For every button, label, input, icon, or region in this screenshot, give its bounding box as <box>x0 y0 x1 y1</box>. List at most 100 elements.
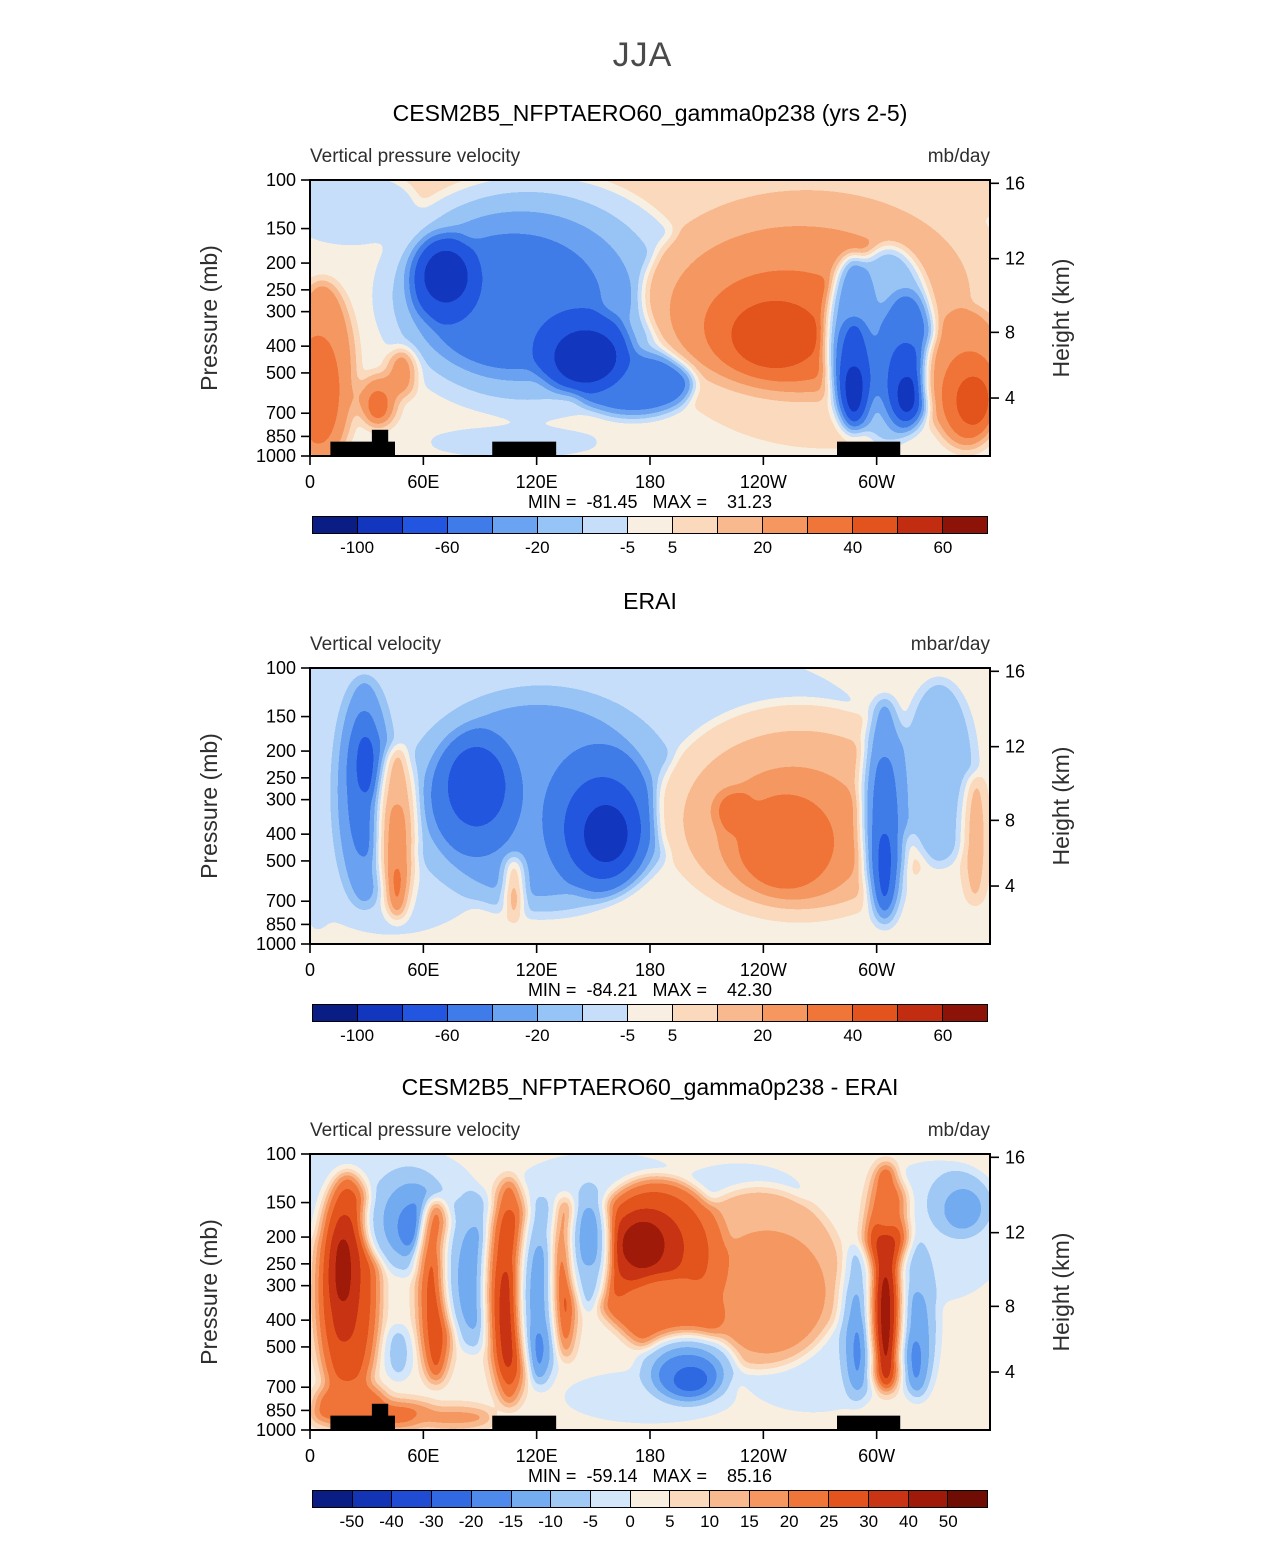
colorbar-segment <box>313 1005 358 1021</box>
panel-title: CESM2B5_NFPTAERO60_gamma0p238 (yrs 2-5) <box>392 100 908 126</box>
subtitle-row: Vertical velocity mbar/day <box>310 634 990 656</box>
longitude-tick-label: 120W <box>740 960 787 980</box>
pressure-tick-label: 250 <box>266 768 296 788</box>
pressure-axis-title: Pressure (mb) <box>196 733 222 879</box>
colorbar-label: 10 <box>700 1512 720 1531</box>
colorbar-label: -20 <box>525 1026 550 1045</box>
colorbar-segment <box>853 1005 898 1021</box>
longitude-tick-label: 120E <box>516 960 558 980</box>
longitude-tick-label: 60E <box>407 960 439 980</box>
colorbar-segment <box>493 1005 538 1021</box>
colorbar-segment <box>628 1005 673 1021</box>
colorbar-segment <box>943 1005 987 1021</box>
colorbar-label: -10 <box>538 1512 563 1531</box>
colorbar-label: -100 <box>340 1026 375 1045</box>
pressure-tick-label: 300 <box>266 790 296 810</box>
colorbar-segment <box>908 1491 949 1507</box>
colorbar-label: 15 <box>739 1512 759 1531</box>
pressure-tick-label: 150 <box>266 1193 296 1213</box>
longitude-tick-label: 120W <box>740 1446 787 1466</box>
colorbar-label: 50 <box>938 1512 958 1531</box>
colorbar-label: -20 <box>525 538 550 557</box>
height-tick-label: 4 <box>1005 1362 1015 1382</box>
longitude-tick-label: 60E <box>407 472 439 492</box>
colorbar-segment <box>670 1491 711 1507</box>
pressure-tick-label: 850 <box>266 1400 296 1420</box>
height-tick-label: 8 <box>1005 322 1015 342</box>
colorbar-segment <box>493 517 538 533</box>
colorbar-segment <box>471 1491 512 1507</box>
colorbar: -100 -60 -20 -5 5 20 40 60 <box>312 1004 988 1050</box>
pressure-tick-label: 500 <box>266 1337 296 1357</box>
min-max-stats: MIN = -84.21 MAX = 42.30 <box>527 980 773 1000</box>
height-tick-label: 12 <box>1005 249 1025 269</box>
colorbar-segment <box>538 517 583 533</box>
colorbar-label: -30 <box>419 1512 444 1531</box>
colorbar-segment <box>718 1005 763 1021</box>
colorbar-segment <box>352 1491 393 1507</box>
colorbar-segment <box>313 1491 353 1507</box>
colorbar-segment <box>710 1491 750 1507</box>
colorbar-segment <box>358 1005 403 1021</box>
pressure-tick-label: 500 <box>266 851 296 871</box>
colorbar-bar <box>312 1490 988 1508</box>
contour-field <box>310 180 990 456</box>
field-variable-label: Vertical velocity <box>310 634 441 655</box>
colorbar-segment <box>943 517 987 533</box>
pressure-tick-label: 400 <box>266 1310 296 1330</box>
pressure-tick-label: 250 <box>266 1254 296 1274</box>
height-tick-label: 16 <box>1005 661 1025 681</box>
longitude-tick-label: 0 <box>305 960 315 980</box>
units-label: mb/day <box>927 146 990 167</box>
figure-title: JJA <box>612 36 673 74</box>
colorbar-segment <box>673 1005 718 1021</box>
pressure-tick-label: 700 <box>266 891 296 911</box>
field-variable-label: Vertical pressure velocity <box>310 146 521 167</box>
pressure-tick-label: 150 <box>266 219 296 239</box>
topography-bar <box>492 441 557 456</box>
longitude-tick-label: 180 <box>635 960 665 980</box>
colorbar-label: -20 <box>458 1512 484 1531</box>
pressure-tick-label: 200 <box>266 253 296 273</box>
colorbar-segment <box>551 1491 591 1507</box>
panel-difference: CESM2B5_NFPTAERO60_gamma0p238 - ERAI Ver… <box>0 1074 1285 1544</box>
height-tick-label: 16 <box>1005 173 1025 193</box>
colorbar-segment <box>511 1491 552 1507</box>
colorbar-label: 20 <box>753 1026 773 1045</box>
colorbar-label: 40 <box>843 538 863 557</box>
pressure-tick-label: 700 <box>266 403 296 423</box>
topography-bar <box>837 441 901 456</box>
colorbar: -50 -40 -30 -20 -15 -10 -5 0 5 10 15 20 25 30 40 50 <box>312 1490 988 1536</box>
colorbar-label: -60 <box>434 1026 460 1045</box>
colorbar-segment <box>808 1005 853 1021</box>
colorbar-label: 0 <box>625 1512 635 1531</box>
colorbar-segment <box>853 517 898 533</box>
longitude-tick-label: 60E <box>407 1446 439 1466</box>
longitude-tick-label: 120E <box>516 1446 558 1466</box>
colorbar-segment <box>763 1005 808 1021</box>
pressure-tick-label: 100 <box>266 170 296 190</box>
colorbar-label: -40 <box>379 1512 404 1531</box>
longitude-tick-label: 120E <box>516 472 558 492</box>
pressure-tick-label: 250 <box>266 280 296 300</box>
pressure-tick-label: 850 <box>266 426 296 446</box>
colorbar-label: -5 <box>619 538 636 557</box>
colorbar-segment <box>749 1491 790 1507</box>
colorbar-label: -5 <box>582 1512 598 1531</box>
colorbar-segment <box>718 517 763 533</box>
longitude-tick-label: 60W <box>858 1446 895 1466</box>
colorbar-segment <box>358 517 403 533</box>
colorbar-segment <box>898 1005 943 1021</box>
colorbar-segment <box>313 517 358 533</box>
pressure-tick-label: 1000 <box>256 446 296 466</box>
pressure-tick-label: 150 <box>266 707 296 727</box>
min-max-stats: MIN = -59.14 MAX = 85.16 <box>527 1466 773 1486</box>
pressure-tick-label: 100 <box>266 1144 296 1164</box>
colorbar-label: 40 <box>843 1026 863 1045</box>
colorbar-label: 5 <box>667 538 678 557</box>
topography-bar <box>837 1415 901 1430</box>
pressure-axis-title: Pressure (mb) <box>196 245 222 391</box>
